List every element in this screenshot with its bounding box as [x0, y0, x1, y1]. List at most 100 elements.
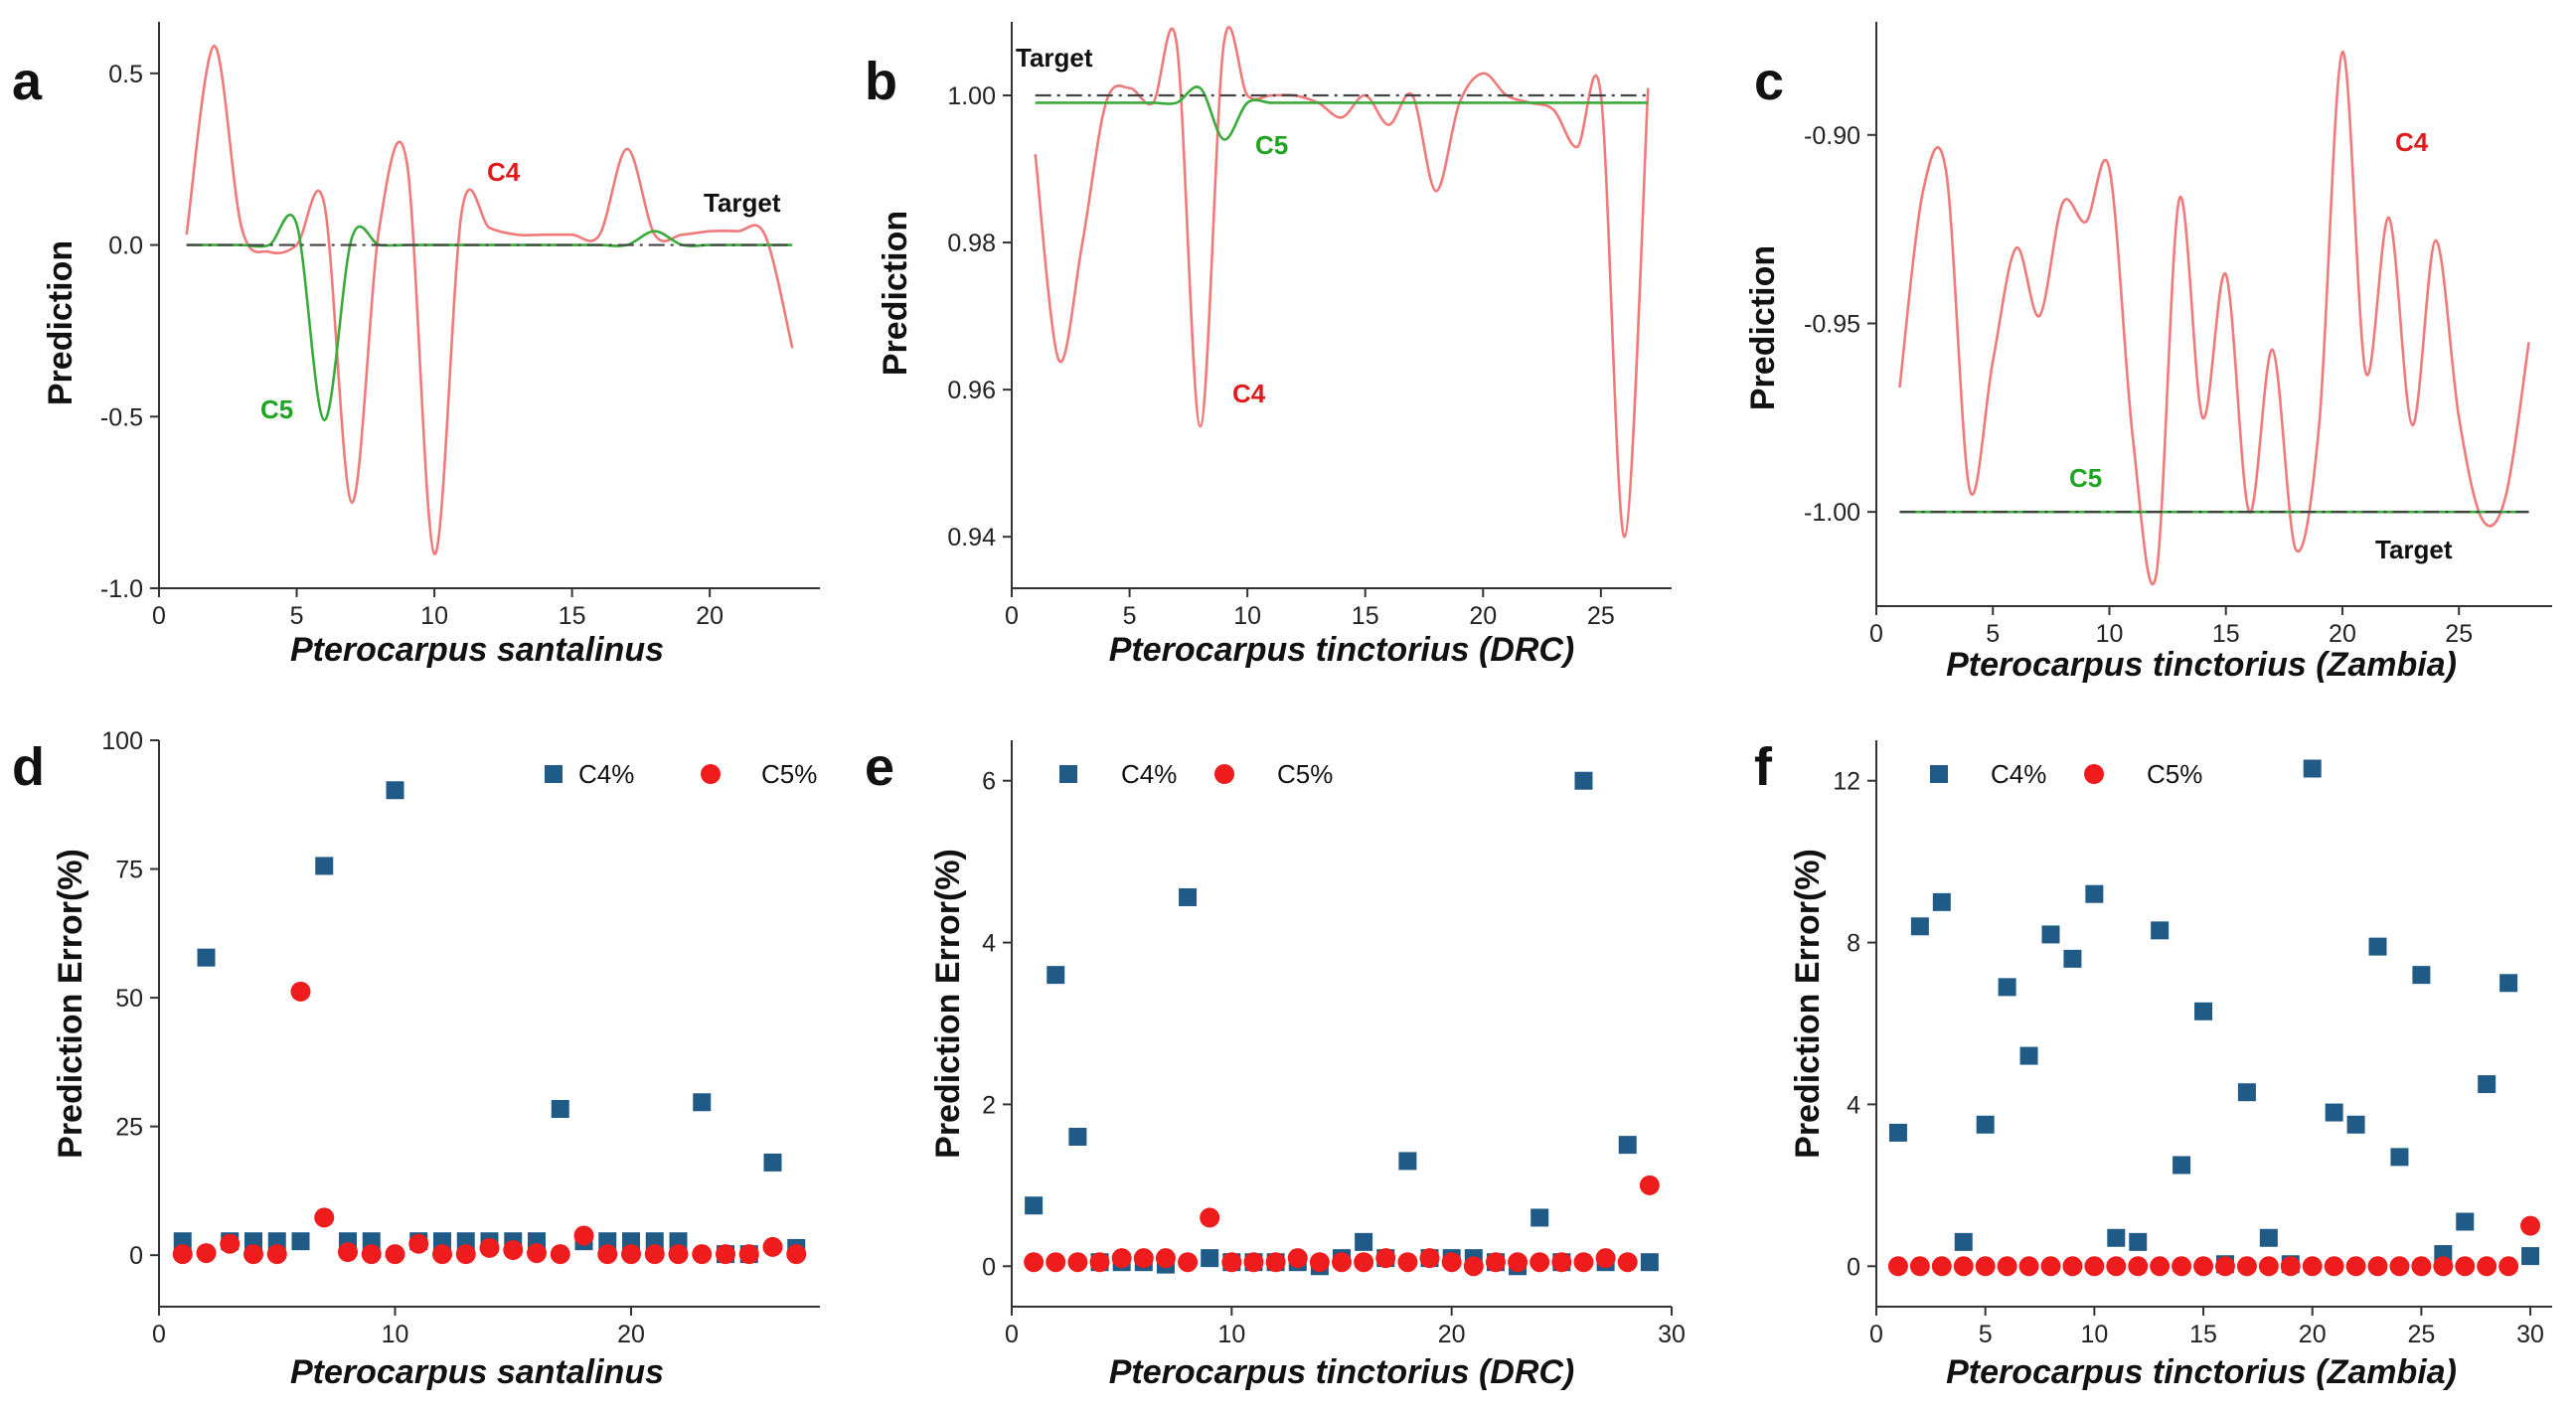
panel-d-c5-point [385, 1244, 405, 1265]
panel-b-x-tick-label: 25 [1587, 602, 1615, 630]
panel-d-c4-point [315, 857, 334, 875]
panel-d-c5-point [338, 1242, 358, 1263]
panel-f-c5-point [2040, 1256, 2061, 1277]
panel-a-plot: 0 5 10 15 20 -1.0 -0.5 0.0 0.5 [100, 22, 820, 630]
panel-f-c5-point [1953, 1256, 1974, 1277]
panel-d-c5-point [172, 1244, 193, 1265]
panel-f-c5-point [2389, 1256, 2410, 1277]
panel-a-x-tick-label: 15 [559, 602, 586, 630]
panel-f-c4-point [2107, 1228, 2126, 1247]
panel-f-c4-point [2499, 974, 2518, 993]
panel-f-c4-point [2085, 884, 2104, 903]
panel-d-c5-point [361, 1244, 382, 1265]
panel-e-y-tick-label: 4 [982, 930, 996, 958]
panel-d-legend-c4: C4% [578, 759, 634, 789]
panel-label-a: a [12, 52, 43, 111]
panel-d-c5-point [314, 1207, 335, 1228]
panel-d-c5-point [573, 1225, 594, 1246]
panel-d-c5-point [644, 1244, 665, 1265]
panel-c-y-tick-label: -0.95 [1804, 310, 1860, 338]
panel-e-c5-point [1573, 1252, 1594, 1273]
panel-f-c4-point [2173, 1156, 2191, 1175]
panel-e-c5-point [1067, 1252, 1088, 1273]
panel-d-c5-point [668, 1244, 689, 1265]
panel-c-y-tick-label: -1.00 [1804, 499, 1860, 527]
panel-a-y-tick-label: 0.0 [108, 233, 143, 260]
panel-b-x-tick-label: 0 [1005, 602, 1019, 630]
panel-f-c5-point [2433, 1256, 2454, 1277]
panel-f-c5-point [2084, 1256, 2105, 1277]
panel-f-c5-point [2236, 1256, 2257, 1277]
panel-d-c4-point [763, 1153, 782, 1172]
panel-f-c4-point [2303, 759, 2322, 778]
panel-e-c5-point [1243, 1252, 1264, 1273]
panel-e-c5-point [1133, 1248, 1154, 1269]
panel-d-xlabel: Pterocarpus santalinus [290, 1353, 664, 1391]
panel-f-c5-point [2520, 1215, 2541, 1236]
panel-f-legend-c4: C4% [1991, 759, 2046, 789]
panel-b-x-tick-label: 5 [1123, 602, 1137, 630]
panel-c-c4-label: C4 [2395, 127, 2429, 157]
panel-f-c5-point [2345, 1256, 2366, 1277]
panel-e-c5-point [1332, 1252, 1352, 1273]
panel-b-c4-line [1034, 26, 1650, 539]
panel-e-c5-point [1508, 1252, 1529, 1273]
panel-c: c 0 5 10 15 20 25 -1.00 -0.95 -0.90 Prediction P… [1744, 22, 2552, 684]
panel-e-x-tick-label: 20 [1438, 1321, 1466, 1348]
panel-e-c5-point [1287, 1248, 1308, 1269]
panel-f-x-tick-label: 5 [1979, 1321, 1993, 1348]
panel-f-c4-point [1932, 892, 1951, 911]
panel-e-c5-point [1221, 1252, 1242, 1273]
panel-f-x-tick-label: 15 [2189, 1321, 2217, 1348]
panel-c-c5-label: C5 [2069, 463, 2102, 493]
panel-f-y-tick-label: 12 [1833, 768, 1860, 796]
panel-d-c5-point [738, 1244, 759, 1265]
panel-d-c5-point [220, 1233, 241, 1254]
panel-b-ylabel: Prediction [877, 211, 914, 376]
panel-f-legend-c5: C5% [2147, 759, 2202, 789]
panel-e-c5-point [1485, 1252, 1506, 1273]
panel-b-x-tick-label: 10 [1233, 602, 1261, 630]
panel-e-c5-point [1530, 1252, 1550, 1273]
panel-e-x-tick-label: 0 [1005, 1321, 1019, 1348]
panel-e-c4-point [1025, 1196, 1044, 1215]
panel-e-x-tick-label: 30 [1658, 1321, 1686, 1348]
panel-d-c5-point [527, 1243, 547, 1264]
panel-e-c5-point [1089, 1252, 1110, 1273]
panel-e-xlabel: Pterocarpus tinctorius (DRC) [1109, 1353, 1575, 1391]
panel-e-c5-point [1463, 1256, 1484, 1277]
panel-a-x-tick-label: 10 [420, 602, 448, 630]
panel-f-c5-point [1887, 1256, 1908, 1277]
panel-d-c5-point [479, 1237, 500, 1258]
panel-b-c4-label: C4 [1232, 379, 1266, 408]
panel-b-x-tick-label: 20 [1469, 602, 1497, 630]
panel-f-c5-point [2128, 1256, 2149, 1277]
panel-b-x-tick-label: 15 [1352, 602, 1379, 630]
panel-d-c5-point [621, 1244, 641, 1265]
panel-f-c4-point [2390, 1148, 2409, 1167]
panel-f-c5-point [1997, 1256, 2017, 1277]
panel-e-plot: 0 10 20 30 0 2 4 6 [982, 740, 1686, 1348]
panel-f-x-tick-label: 20 [2299, 1321, 2327, 1348]
panel-f-y-tick-label: 0 [1847, 1253, 1860, 1281]
panel-d-c5-point [786, 1244, 807, 1265]
panel-e-legend-c4-marker [1059, 765, 1077, 783]
panel-c-x-tick-label: 15 [2212, 620, 2240, 648]
panel-f-c4-point [2237, 1083, 2256, 1102]
panel-e-c4-point [1179, 887, 1198, 906]
panel-a-x-tick-label: 0 [152, 602, 166, 630]
panel-f-c5-point [2214, 1256, 2235, 1277]
panel-e-legend: C4% C5% [1059, 759, 1333, 789]
panel-c-c4-line [1898, 51, 2530, 586]
panel-f-c5-point [2018, 1256, 2039, 1277]
panel-e-c5-point [1551, 1252, 1572, 1273]
panel-e-c5-point [1441, 1252, 1462, 1273]
panel-a-ylabel: Prediction [42, 240, 80, 405]
panel-f-c5-point [1931, 1256, 1952, 1277]
panel-f-ylabel: Prediction Error(%) [1789, 849, 1827, 1159]
panel-d-ylabel: Prediction Error(%) [52, 849, 89, 1159]
panel-d-legend: C4% C5% [545, 759, 817, 789]
panel-f-c4-point [2368, 937, 2387, 956]
panel-e-c4-point [1398, 1152, 1417, 1171]
panel-d-c5-point [692, 1244, 713, 1265]
